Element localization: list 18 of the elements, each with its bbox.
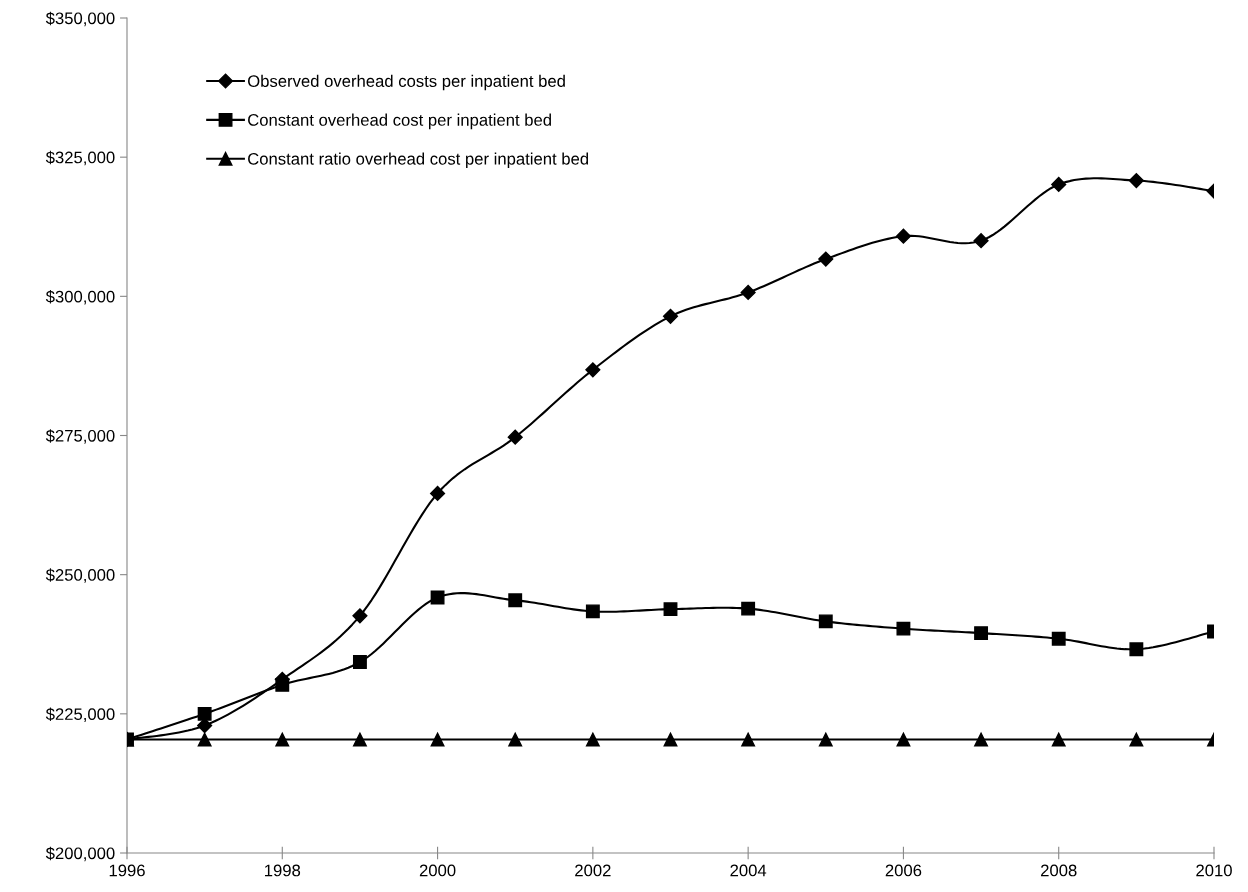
x-tick-label: 2004 bbox=[730, 864, 767, 877]
x-tick-label: 1996 bbox=[109, 864, 145, 877]
y-tick-label: $350,000 bbox=[45, 11, 115, 27]
legend-label: Observed overhead costs per inpatient bed bbox=[248, 74, 565, 91]
y-tick-label: $300,000 bbox=[45, 290, 115, 305]
x-tick-label: 2010 bbox=[1196, 864, 1232, 877]
legend-label: Constant overhead cost per inpatient bed bbox=[248, 113, 551, 130]
x-tick-label: 2002 bbox=[575, 864, 611, 877]
y-tick-label: $325,000 bbox=[45, 150, 115, 166]
y-tick-label: $250,000 bbox=[45, 568, 115, 583]
x-tick-label: 2006 bbox=[885, 864, 922, 877]
y-tick-label: $200,000 bbox=[45, 846, 115, 862]
legend-label: Constant ratio overhead cost per inpatient bed bbox=[248, 152, 589, 169]
x-tick-label: 2008 bbox=[1041, 864, 1077, 877]
y-tick-label: $225,000 bbox=[45, 707, 115, 723]
x-tick-label: 1998 bbox=[265, 864, 301, 877]
x-tick-label: 2000 bbox=[419, 864, 456, 877]
y-tick-label: $275,000 bbox=[45, 429, 115, 444]
